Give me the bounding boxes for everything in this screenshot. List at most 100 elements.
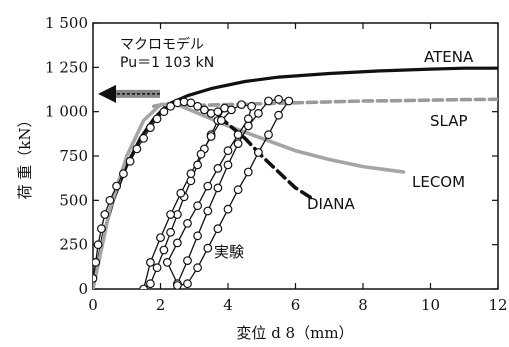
- data-point: [173, 281, 182, 289]
- data-point: [93, 274, 98, 283]
- data-point: [247, 101, 257, 111]
- data-point: [93, 240, 103, 250]
- arrow-head: [98, 84, 116, 103]
- data-point: [183, 256, 192, 266]
- y-tick-label: 1 250: [45, 58, 88, 76]
- data-point: [159, 107, 169, 117]
- x-tick-label: 2: [156, 296, 166, 314]
- data-point: [139, 133, 149, 143]
- data-point: [264, 96, 273, 106]
- data-point: [118, 169, 128, 179]
- data-point: [264, 130, 273, 140]
- y-tick-label: 500: [59, 191, 88, 209]
- x-axis-label: 変位 d 8（mm）: [236, 324, 353, 342]
- data-point: [243, 114, 253, 124]
- series-4: [93, 94, 294, 289]
- data-point: [172, 238, 182, 248]
- series-2: [93, 102, 406, 289]
- data-point: [193, 201, 203, 211]
- series-line: [93, 102, 406, 289]
- series-label-experiment: 実験: [214, 243, 244, 261]
- data-point: [226, 105, 236, 115]
- data-point: [159, 245, 169, 255]
- y-tick-label: 0: [78, 280, 88, 298]
- data-point: [253, 148, 263, 157]
- data-point: [203, 206, 213, 216]
- data-point: [274, 94, 284, 104]
- data-point: [203, 243, 213, 253]
- data-point: [213, 183, 223, 193]
- data-point: [145, 279, 155, 289]
- annotation-line-2: Pu＝1 103 kN: [120, 55, 214, 71]
- data-point: [176, 188, 186, 198]
- data-point: [213, 163, 223, 173]
- data-point: [162, 258, 172, 267]
- y-tick-label: 1 500: [45, 14, 88, 32]
- data-point: [223, 204, 233, 214]
- data-point: [284, 96, 294, 106]
- data-point: [193, 101, 203, 111]
- x-tick-label: 12: [488, 296, 507, 314]
- data-point: [183, 279, 192, 289]
- series-label-slap: SLAP: [430, 112, 468, 130]
- series-layer: [93, 66, 498, 289]
- data-point: [213, 224, 223, 234]
- data-point: [243, 121, 253, 131]
- y-tick-label: 250: [59, 236, 88, 254]
- data-point: [199, 105, 209, 115]
- series-label-diana: DIANA: [307, 195, 355, 213]
- data-point: [156, 233, 165, 243]
- data-point: [237, 100, 246, 109]
- annotation-line-1: マクロモデル: [120, 36, 204, 53]
- data-point: [193, 231, 203, 241]
- x-tick-label: 0: [88, 296, 98, 314]
- data-point: [186, 169, 196, 179]
- series-label-lecom: LECOM: [412, 173, 465, 191]
- x-tick-label: 8: [358, 296, 368, 314]
- data-point: [233, 130, 243, 140]
- x-axis-ticks: 0 2 4 6 8 10 12: [88, 23, 508, 314]
- data-point: [206, 132, 216, 141]
- data-point: [152, 114, 162, 124]
- data-point: [203, 181, 213, 191]
- series-label-atena: ATENA: [424, 48, 474, 66]
- data-point: [274, 110, 284, 120]
- data-point: [96, 224, 106, 234]
- data-point: [213, 107, 223, 117]
- data-point: [233, 185, 243, 195]
- y-tick-label: 1 000: [45, 103, 88, 121]
- data-point: [223, 146, 233, 156]
- data-point: [223, 160, 233, 170]
- y-axis-label: 荷 重（kN）: [16, 113, 34, 200]
- pu-arrow: [98, 84, 160, 103]
- data-point: [125, 156, 135, 166]
- data-point: [166, 101, 176, 111]
- data-point: [193, 160, 203, 170]
- data-point: [243, 167, 253, 177]
- data-point: [166, 210, 176, 219]
- data-point: [233, 139, 243, 149]
- data-point: [105, 195, 115, 205]
- data-point: [196, 149, 206, 159]
- data-point: [186, 176, 196, 186]
- data-point: [152, 263, 162, 273]
- series-1: [152, 97, 498, 109]
- data-point: [93, 258, 101, 267]
- data-point: [183, 218, 192, 228]
- x-tick-label: 4: [223, 296, 233, 314]
- data-point: [253, 108, 263, 118]
- data-point: [193, 263, 203, 273]
- data-point: [139, 284, 148, 289]
- data-point: [145, 123, 155, 132]
- data-point: [186, 98, 196, 108]
- data-point: [112, 181, 121, 191]
- x-tick-label: 10: [421, 296, 440, 314]
- data-point: [166, 227, 176, 237]
- data-point: [100, 210, 110, 219]
- series-line: [152, 97, 498, 109]
- y-tick-label: 750: [59, 147, 88, 165]
- data-point: [216, 116, 226, 125]
- data-point: [132, 144, 142, 154]
- data-point: [145, 258, 155, 267]
